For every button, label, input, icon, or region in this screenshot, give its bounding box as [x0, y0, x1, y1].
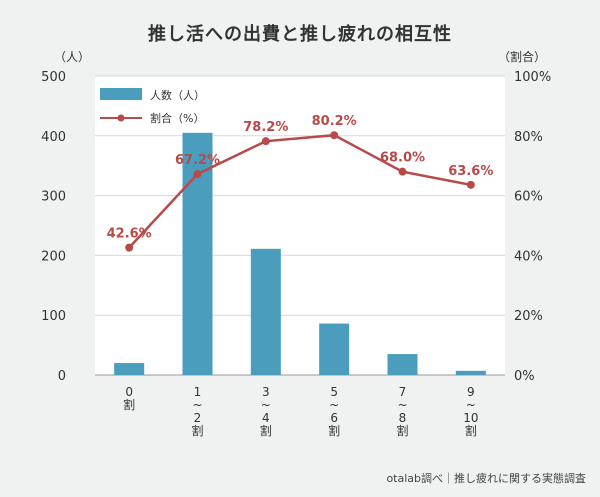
y-right-tick-label: 40%	[514, 249, 543, 264]
legend-line-label: 割合（%）	[150, 111, 204, 125]
line-point	[466, 180, 475, 189]
x-tick-label: 2	[194, 411, 202, 425]
line-point	[125, 243, 134, 252]
legend-bar-swatch	[100, 88, 142, 100]
data-label: 68.0%	[380, 151, 425, 166]
plot-area	[95, 76, 505, 375]
bar	[114, 363, 145, 375]
data-label: 63.6%	[448, 164, 493, 179]
bar	[250, 248, 281, 375]
bar	[455, 370, 486, 375]
x-tick-label: 割	[465, 423, 477, 438]
y-right-tick-label: 60%	[514, 190, 543, 205]
x-tick-label: 7	[399, 385, 407, 399]
source-note: otalab調べ｜推し疲れに関する実態調査	[386, 472, 586, 485]
line-series	[128, 133, 472, 249]
chart-title: 推し活への出費と推し疲れの相互性	[148, 24, 452, 45]
x-tick-label: 1	[194, 385, 202, 399]
data-label: 42.6%	[107, 227, 152, 242]
x-tick-label: 割	[260, 423, 272, 438]
legend-bar-label: 人数（人）	[150, 89, 205, 102]
y-right-tick-label: 0%	[514, 369, 535, 384]
x-tick-label: 割	[191, 423, 203, 438]
y-left-tick-label: 400	[41, 130, 66, 145]
x-tick-label: 0	[125, 385, 133, 399]
x-tick-label: ~	[192, 398, 202, 412]
line-point	[330, 131, 339, 140]
y-right-tick-label: 80%	[514, 130, 543, 145]
data-label: 78.2%	[243, 120, 288, 135]
y-left-tick-label: 500	[41, 70, 66, 85]
y-left-tick-label: 200	[41, 249, 66, 264]
line-point	[398, 167, 407, 176]
x-tick-label: 6	[330, 411, 338, 425]
x-tick-label: ~	[329, 398, 339, 412]
data-label: 80.2%	[312, 114, 357, 129]
y-left-axis-label: （人）	[54, 50, 90, 64]
x-tick-label: ~	[466, 398, 476, 412]
x-tick-label: 9	[467, 385, 475, 399]
line-point	[193, 170, 202, 179]
x-tick-label: 10	[463, 411, 478, 425]
line-point	[261, 137, 270, 146]
bar	[319, 323, 350, 375]
y-left-tick-label: 100	[41, 309, 66, 324]
x-tick-label: 割	[123, 397, 135, 412]
y-left-tick-label: 0	[58, 369, 66, 384]
x-tick-label: 8	[399, 411, 407, 425]
legend-line-marker	[117, 114, 125, 122]
y-left-tick-label: 300	[41, 190, 66, 205]
x-tick-label: 割	[328, 423, 340, 438]
x-tick-label: 割	[396, 423, 408, 438]
x-tick-label: 3	[262, 385, 270, 399]
data-label: 67.2%	[175, 153, 220, 168]
y-right-axis-label: （割合）	[498, 49, 546, 64]
y-right-tick-label: 100%	[514, 70, 551, 85]
x-tick-label: ~	[397, 398, 407, 412]
x-tick-label: 5	[330, 385, 338, 399]
x-tick-label: ~	[261, 398, 271, 412]
x-tick-label: 4	[262, 411, 270, 425]
y-right-tick-label: 20%	[514, 309, 543, 324]
bar	[387, 354, 418, 375]
